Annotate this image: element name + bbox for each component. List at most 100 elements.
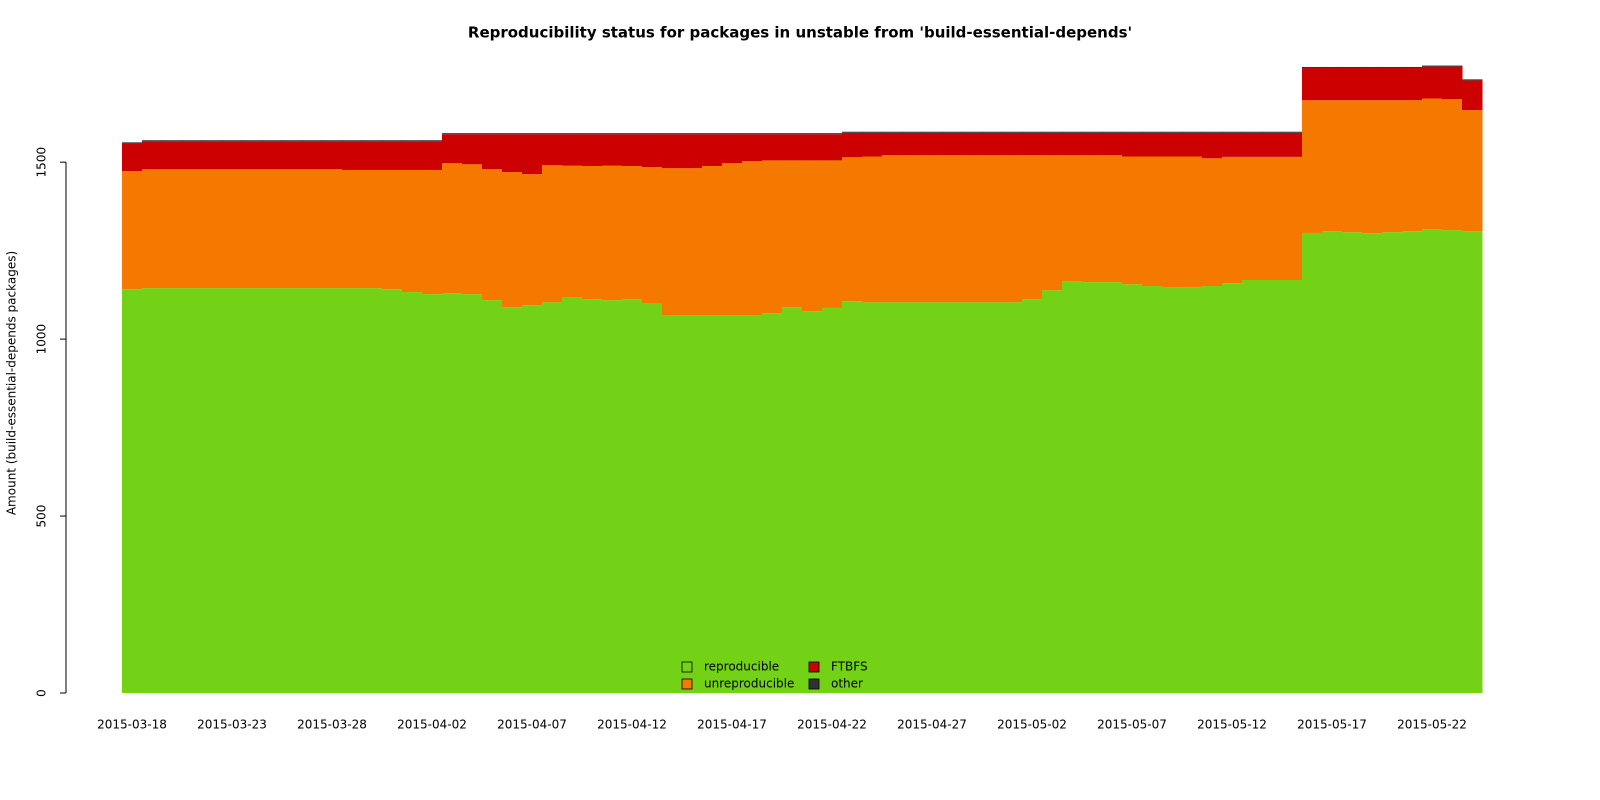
step-segment (1082, 131, 1103, 133)
step-segment (182, 140, 203, 142)
step-segment (1322, 68, 1343, 101)
step-segment (1062, 281, 1083, 693)
step-segment (302, 169, 323, 289)
step-segment (502, 307, 523, 693)
step-segment (1462, 80, 1483, 111)
step-segment (382, 140, 403, 142)
step-segment (702, 134, 723, 167)
step-segment (1242, 156, 1263, 281)
step-segment (722, 163, 743, 316)
y-tick-label: 1000 (35, 324, 49, 355)
step-segment (262, 288, 283, 693)
step-segment (1202, 286, 1223, 693)
y-axis-label: Amount (build-essential-depends packages… (5, 251, 19, 515)
step-segment (1142, 131, 1163, 133)
step-segment (182, 169, 203, 289)
step-segment (282, 169, 303, 289)
step-segment (262, 141, 283, 170)
x-tick-label: 2015-05-12 (1197, 718, 1267, 732)
step-segment (462, 294, 483, 693)
step-segment (302, 140, 323, 142)
step-segment (602, 300, 623, 693)
step-segment (1002, 302, 1023, 693)
step-segment (1182, 287, 1203, 693)
x-tick-label: 2015-05-02 (997, 718, 1067, 732)
step-segment (1182, 131, 1203, 133)
step-segment (702, 133, 723, 135)
step-segment (462, 134, 483, 165)
step-segment (942, 131, 963, 133)
step-segment (1122, 131, 1143, 133)
step-segment (1002, 132, 1023, 156)
step-segment (322, 288, 343, 693)
step-segment (822, 134, 843, 161)
step-segment (182, 141, 203, 170)
step-segment (1302, 100, 1323, 233)
step-segment (1042, 290, 1063, 693)
legend-label: unreproducible (704, 677, 794, 691)
step-segment (142, 169, 163, 289)
step-segment (862, 156, 883, 303)
step-segment (742, 134, 763, 162)
step-segment (522, 174, 543, 306)
step-segment (1362, 100, 1383, 234)
step-segment (342, 169, 363, 289)
step-segment (402, 169, 423, 293)
step-segment (1362, 233, 1383, 693)
step-segment (482, 300, 503, 693)
step-segment (942, 155, 963, 303)
step-segment (1282, 156, 1303, 281)
step-segment (662, 134, 683, 169)
step-segment (242, 141, 263, 170)
step-segment (1022, 132, 1043, 156)
step-segment (1422, 229, 1443, 693)
step-segment (1402, 66, 1423, 69)
step-segment (722, 134, 743, 164)
step-segment (942, 132, 963, 156)
step-segment (1282, 131, 1303, 133)
step-segment (1302, 68, 1323, 101)
step-segment (282, 141, 303, 170)
step-segment (362, 169, 383, 289)
step-segment (1382, 66, 1403, 69)
step-segment (1262, 280, 1283, 693)
step-segment (1182, 156, 1203, 288)
step-segment (202, 288, 223, 693)
step-segment (562, 296, 583, 693)
step-segment (862, 132, 883, 157)
x-tick-label: 2015-04-17 (697, 718, 767, 732)
step-segment (122, 143, 143, 172)
x-tick-label: 2015-04-12 (597, 718, 667, 732)
step-segment (302, 288, 323, 693)
step-segment (1022, 131, 1043, 133)
step-segment (1262, 132, 1283, 157)
step-segment (1442, 230, 1463, 693)
step-segment (1142, 132, 1163, 157)
step-segment (502, 133, 523, 135)
step-segment (882, 132, 903, 156)
step-segment (482, 133, 503, 135)
step-segment (762, 134, 783, 161)
step-segment (162, 288, 183, 693)
step-segment (422, 141, 443, 170)
x-tick-label: 2015-04-22 (797, 718, 867, 732)
step-segment (342, 288, 363, 693)
step-segment (1422, 65, 1443, 67)
step-segment (162, 140, 183, 142)
step-segment (1142, 156, 1163, 287)
step-segment (822, 160, 843, 308)
x-tick-label: 2015-05-17 (1297, 718, 1367, 732)
x-tick-label: 2015-05-07 (1097, 718, 1167, 732)
step-segment (822, 133, 843, 135)
legend-label: reproducible (704, 660, 779, 674)
step-segment (1342, 100, 1363, 233)
step-segment (422, 294, 443, 693)
x-tick-label: 2015-04-27 (897, 718, 967, 732)
step-segment (1242, 132, 1263, 157)
step-segment (242, 169, 263, 289)
step-segment (522, 305, 543, 693)
step-segment (902, 132, 923, 156)
step-segment (502, 172, 523, 308)
step-segment (402, 292, 423, 693)
step-segment (322, 141, 343, 170)
